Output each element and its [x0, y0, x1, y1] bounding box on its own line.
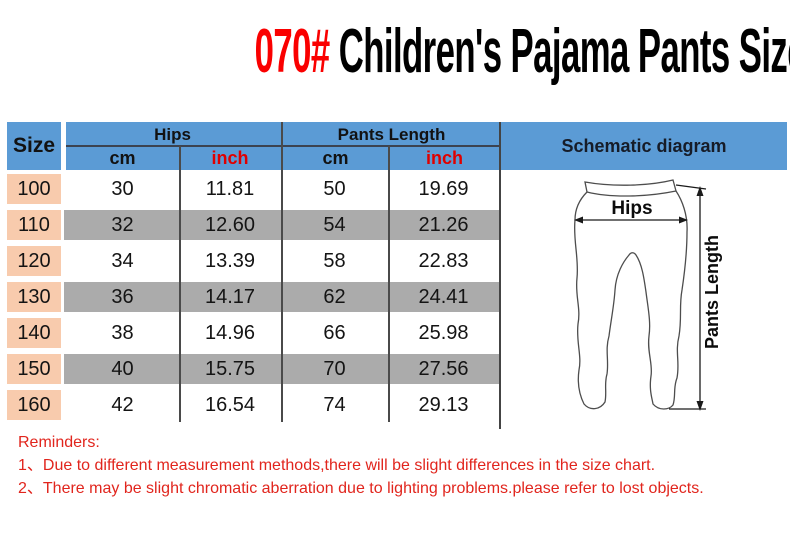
length-arrow-top-icon [696, 186, 704, 196]
reminders-heading: Reminders: [18, 434, 100, 451]
table-row-110: 110 32 12.60 54 21.26 [7, 210, 501, 240]
length-cm-cell: 62 [323, 286, 346, 308]
pants-schematic-diagram: Hips Pants Length [573, 179, 722, 411]
length-inch-cell: 27.56 [418, 358, 469, 380]
pants-waistband-outline [584, 179, 677, 197]
size-column-header: Size [12, 134, 56, 157]
hips-dimension-label: Hips [611, 198, 652, 219]
size-cell: 130 [7, 282, 61, 312]
length-inch-cell: 22.83 [418, 250, 469, 272]
hips-cm-cell: 42 [111, 394, 134, 416]
title-style-number: 070# [254, 17, 331, 86]
hips-arrow-left-icon [574, 216, 583, 224]
hips-group-header: Hips [154, 125, 191, 144]
page-title: 070#Children's Pajama Pants Size Chart [0, 14, 790, 90]
hips-cm-cell: 32 [111, 214, 134, 236]
length-cm-cell: 70 [323, 358, 346, 380]
size-cell: 140 [7, 318, 61, 348]
hips-arrow-right-icon [679, 216, 688, 224]
size-cell: 110 [7, 210, 61, 240]
table-row-130: 130 36 14.17 62 24.41 [7, 282, 501, 312]
hips-cm-cell: 30 [111, 178, 134, 200]
length-inch-cell: 21.26 [418, 214, 469, 236]
size-cell: 160 [7, 390, 61, 420]
length-inch-cell: 19.69 [418, 178, 469, 200]
length-cm-cell: 74 [323, 394, 346, 416]
hips-cm-cell: 34 [111, 250, 134, 272]
hips-cm-header: cm [109, 148, 136, 168]
column-divider-hips [179, 146, 181, 422]
hips-inch-cell: 11.81 [205, 178, 255, 200]
length-arrow-bottom-icon [696, 401, 704, 411]
size-cell: 150 [7, 354, 61, 384]
hips-inch-cell: 12.60 [204, 214, 256, 236]
size-cell: 100 [7, 174, 61, 204]
length-inch-cell: 24.41 [418, 286, 469, 308]
hips-inch-cell: 16.54 [204, 394, 256, 416]
length-inch-cell: 25.98 [418, 322, 469, 344]
schematic-column-header: Schematic diagram [561, 136, 727, 156]
page-title-text: 070#Children's Pajama Pants Size Chart [255, 14, 790, 90]
table-row-120: 120 34 13.39 58 22.83 [7, 246, 501, 276]
hips-cm-cell: 40 [111, 358, 134, 380]
reminder-item-2: 2、There may be slight chromatic aberrati… [18, 480, 704, 497]
length-inch-cell: 29.13 [418, 394, 469, 416]
title-main-text: Children's Pajama Pants Size Chart [338, 17, 790, 86]
header-divider-line [66, 145, 500, 147]
table-row-140: 140 38 14.96 66 25.98 [7, 318, 501, 348]
column-divider-schematic [499, 122, 501, 429]
pants-length-dimension-label: Pants Length [702, 235, 722, 349]
hips-inch-cell: 13.39 [204, 250, 256, 272]
hips-cm-cell: 38 [111, 322, 134, 344]
column-divider-sections [281, 122, 283, 422]
pants-length-group-header: Pants Length [337, 125, 446, 144]
column-divider-length [388, 146, 390, 422]
hips-inch-cell: 14.96 [204, 322, 256, 344]
hips-inch-header: inch [211, 148, 249, 168]
table-row-100: 100 30 11.81 50 19.69 [7, 174, 501, 204]
length-cm-header: cm [322, 148, 349, 168]
table-row-150: 150 40 15.75 70 27.56 [7, 354, 501, 384]
hips-cm-cell: 36 [111, 286, 134, 308]
length-cm-cell: 50 [323, 178, 346, 200]
hips-inch-cell: 15.75 [204, 358, 256, 380]
table-row-160: 160 42 16.54 74 29.13 [7, 390, 501, 420]
reminder-item-1: 1、Due to different measurement methods,t… [18, 457, 656, 474]
pants-body-outline [573, 190, 688, 410]
size-header-background [7, 122, 61, 170]
length-top-tick [675, 184, 707, 190]
reminders-section: Reminders: 1、Due to different measuremen… [18, 431, 778, 500]
length-cm-cell: 66 [323, 322, 346, 344]
length-cm-cell: 54 [323, 214, 346, 236]
length-inch-header: inch [425, 148, 463, 168]
size-chart-table: Size Hips Pants Length cm inch cm inch S… [7, 122, 787, 434]
hips-inch-cell: 14.17 [204, 286, 256, 308]
size-cell: 120 [7, 246, 61, 276]
length-cm-cell: 58 [323, 250, 346, 272]
